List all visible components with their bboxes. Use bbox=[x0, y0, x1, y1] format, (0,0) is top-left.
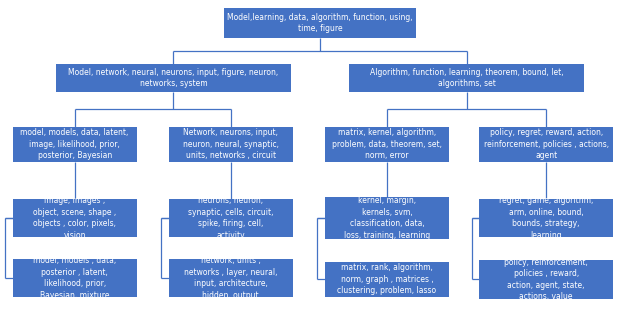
FancyBboxPatch shape bbox=[56, 64, 291, 92]
FancyBboxPatch shape bbox=[169, 259, 293, 297]
FancyBboxPatch shape bbox=[479, 126, 613, 162]
Text: neurons, neuron,
synaptic, cells, circuit,
spike, firing, cell,
activity: neurons, neuron, synaptic, cells, circui… bbox=[188, 196, 273, 240]
Text: matrix, kernel, algorithm,
problem, data, theorem, set,
norm, error: matrix, kernel, algorithm, problem, data… bbox=[332, 128, 442, 160]
FancyBboxPatch shape bbox=[13, 259, 137, 297]
FancyBboxPatch shape bbox=[324, 126, 449, 162]
FancyBboxPatch shape bbox=[13, 126, 137, 162]
Text: model, models, data, latent,
image, likelihood, prior,
posterior, Bayesian: model, models, data, latent, image, like… bbox=[20, 128, 129, 160]
FancyBboxPatch shape bbox=[324, 197, 449, 239]
FancyBboxPatch shape bbox=[349, 64, 584, 92]
Text: Model,learning, data, algorithm, function, using,
time, figure: Model,learning, data, algorithm, functio… bbox=[227, 13, 413, 33]
Text: policy, regret, reward, action,
reinforcement, policies , actions,
agent: policy, regret, reward, action, reinforc… bbox=[484, 128, 609, 160]
Text: matrix, rank, algorithm,
norm, graph , matrices ,
clustering, problem, lasso: matrix, rank, algorithm, norm, graph , m… bbox=[337, 264, 436, 295]
Text: Model, network, neural, neurons, input, figure, neuron,
networks, system: Model, network, neural, neurons, input, … bbox=[68, 68, 278, 88]
FancyBboxPatch shape bbox=[324, 262, 449, 297]
FancyBboxPatch shape bbox=[479, 260, 613, 299]
FancyBboxPatch shape bbox=[225, 7, 415, 38]
Text: Algorithm, function, learning, theorem, bound, let,
algorithms, set: Algorithm, function, learning, theorem, … bbox=[370, 68, 563, 88]
Text: regret, game, algorithm,
arm, online, bound,
bounds, strategy,
learning: regret, game, algorithm, arm, online, bo… bbox=[499, 196, 593, 240]
Text: kernel, margin,
kernels, svm,
classification, data,
loss, training, learning: kernel, margin, kernels, svm, classifica… bbox=[344, 196, 430, 240]
Text: image, images ,
object, scene, shape ,
objects , color, pixels,
vision: image, images , object, scene, shape , o… bbox=[33, 196, 116, 240]
Text: policy, reinforcement,
policies , reward,
action, agent, state,
actions, value: policy, reinforcement, policies , reward… bbox=[504, 258, 588, 301]
FancyBboxPatch shape bbox=[169, 199, 293, 237]
Text: Network, neurons, input,
neuron, neural, synaptic,
units, networks , circuit: Network, neurons, input, neuron, neural,… bbox=[183, 128, 279, 160]
Text: network, units ,
networks , layer, neural,
input, architecture,
hidden, output: network, units , networks , layer, neura… bbox=[184, 256, 278, 299]
FancyBboxPatch shape bbox=[479, 199, 613, 237]
FancyBboxPatch shape bbox=[13, 199, 137, 237]
Text: model, models , data,
posterior , latent,
likelihood, prior,
Bayesian, mixture: model, models , data, posterior , latent… bbox=[33, 256, 116, 299]
FancyBboxPatch shape bbox=[169, 126, 293, 162]
